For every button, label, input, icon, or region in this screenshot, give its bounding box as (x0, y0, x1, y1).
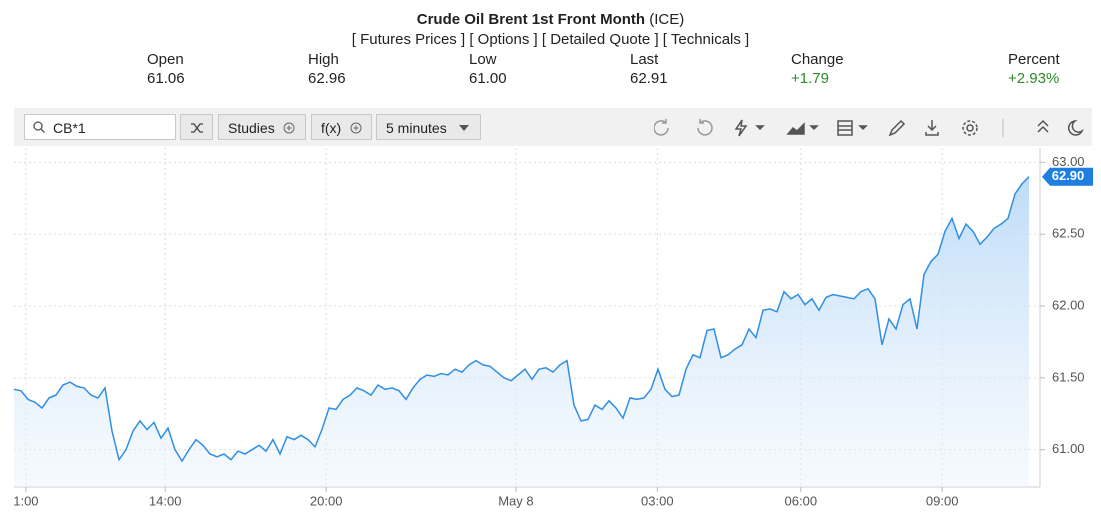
x-tick-label: 20:00 (310, 493, 343, 508)
quote-value: 62.91 (630, 70, 668, 87)
events[interactable] (734, 119, 748, 137)
fx-button[interactable]: f(x) (311, 114, 372, 140)
line (13, 176, 1030, 463)
quote-label: Low (469, 51, 497, 68)
quote-label: Last (630, 51, 659, 68)
undo[interactable] (654, 119, 669, 136)
quote-label: Percent (1008, 51, 1060, 68)
quote-high: High 62.96 (308, 50, 346, 88)
settings[interactable] (966, 124, 974, 132)
search-icon (33, 121, 45, 133)
shuffle-icon (191, 123, 203, 133)
x-tick-label: 06:00 (785, 493, 818, 508)
link[interactable]: [ Options ] (469, 31, 538, 48)
y-tick-label: 62.50 (1052, 226, 1085, 241)
redo[interactable] (697, 119, 713, 136)
download[interactable] (925, 120, 939, 136)
draw[interactable] (888, 119, 906, 137)
x-tick-label: 09:00 (926, 493, 959, 508)
x-tick-label: 03:00 (641, 493, 674, 508)
toolbar: CB*1 Studies f(x) 5 minutes (14, 108, 1092, 146)
interval-button[interactable]: 5 minutes (376, 114, 481, 140)
quote-value: 61.06 (147, 70, 185, 87)
collapse[interactable] (1037, 119, 1049, 133)
area (14, 176, 1029, 487)
link[interactable]: [ Detailed Quote ] (541, 31, 659, 48)
quote-value: 61.00 (469, 70, 507, 87)
quote-label: High (308, 51, 339, 68)
y-tick-label: 62.00 (1052, 297, 1085, 312)
link[interactable]: [ Futures Prices ] (351, 31, 466, 48)
studies: Studies (228, 120, 275, 136)
tool-icons (654, 119, 1084, 137)
x-tick-label: 14:00 (149, 493, 182, 508)
last-tag (1042, 167, 1093, 186)
title: Crude Oil Brent 1st Front Month (416, 11, 646, 28)
symbol: CB*1 (53, 120, 86, 136)
quote-value: +1.79 (791, 70, 829, 87)
quote-value: +2.93% (1008, 70, 1060, 87)
layout[interactable] (837, 120, 853, 136)
links: [ Futures Prices ] [ Options ] [ Detaile… (0, 31, 1101, 48)
y-tick-label: 61.00 (1052, 441, 1085, 456)
y-tick-label: 63.00 (1052, 154, 1085, 169)
quote-last: Last 62.91 (630, 50, 668, 88)
theme[interactable] (1067, 119, 1084, 136)
symbol-search[interactable]: CB*1 (24, 114, 176, 140)
quote-low: Low 61.00 (469, 50, 507, 88)
title-line: Crude Oil Brent 1st Front Month (ICE) (0, 11, 1101, 28)
chart-type[interactable] (786, 122, 805, 135)
x-tick-label: 1:00 (13, 493, 38, 508)
compare-button[interactable] (180, 114, 213, 140)
last-tag-label: 62.90 (1052, 168, 1085, 183)
quote-label: Change (791, 51, 844, 68)
exchange: (ICE) (649, 11, 685, 28)
quote-label: Open (147, 51, 184, 68)
studies-button[interactable]: Studies (218, 114, 306, 140)
fx: f(x) (321, 120, 342, 136)
plus-icon (350, 122, 362, 134)
y-tick-label: 61.50 (1052, 369, 1085, 384)
x-tick-label: May 8 (498, 493, 533, 508)
caret (459, 125, 469, 131)
link[interactable]: [ Technicals ] (662, 31, 750, 48)
quote-open: Open 61.06 (147, 50, 185, 88)
quote-change: Change +1.79 (791, 50, 844, 88)
plus-icon (283, 122, 295, 134)
quote-value: 62.96 (308, 70, 346, 87)
interval: 5 minutes (386, 120, 447, 136)
quote-percent: Percent +2.93% (1008, 50, 1060, 88)
